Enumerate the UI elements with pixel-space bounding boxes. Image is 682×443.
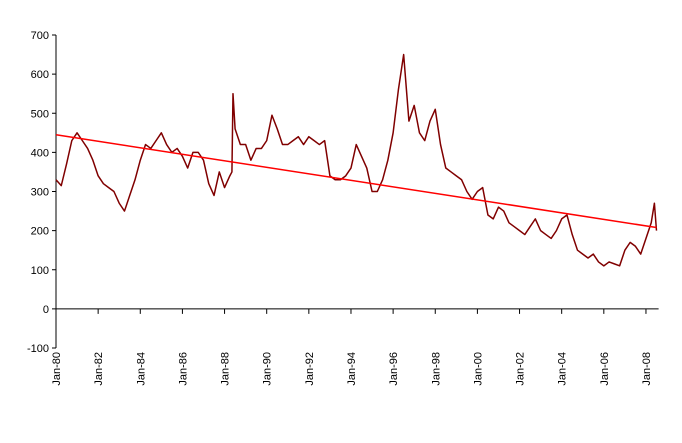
y-tick-label: 400 [31, 147, 49, 159]
x-tick-label: Jan-98 [430, 352, 442, 386]
x-tick-label: Jan-96 [388, 352, 400, 386]
x-tick-label: Jan-82 [93, 352, 105, 386]
x-tick-label: Jan-08 [641, 352, 653, 386]
y-tick-label: 100 [31, 265, 49, 277]
x-tick-label: Jan-00 [472, 352, 484, 386]
y-tick-label: -100 [27, 343, 49, 355]
line-series [55, 53, 658, 267]
x-tick-label: Jan-02 [515, 352, 527, 386]
x-tick-label: Jan-04 [557, 352, 569, 386]
x-tick-label: Jan-94 [346, 352, 358, 386]
x-tick-label: Jan-90 [262, 352, 274, 386]
y-tick-label: 700 [31, 30, 49, 42]
y-tick-label: 0 [43, 304, 49, 316]
y-tick-label: 500 [31, 108, 49, 120]
x-tick-label: Jan-88 [220, 352, 232, 386]
x-tick-label: Jan-92 [304, 352, 316, 386]
y-tick-label: 600 [31, 69, 49, 81]
y-tick-label: 200 [31, 226, 49, 238]
line-series [55, 134, 657, 229]
x-tick-label: Jan-86 [177, 352, 189, 386]
x-tick-label: Jan-80 [51, 352, 63, 386]
y-tick-label: 300 [31, 187, 49, 199]
x-tick-label: Jan-84 [135, 352, 147, 386]
x-tick-label: Jan-06 [599, 352, 611, 386]
